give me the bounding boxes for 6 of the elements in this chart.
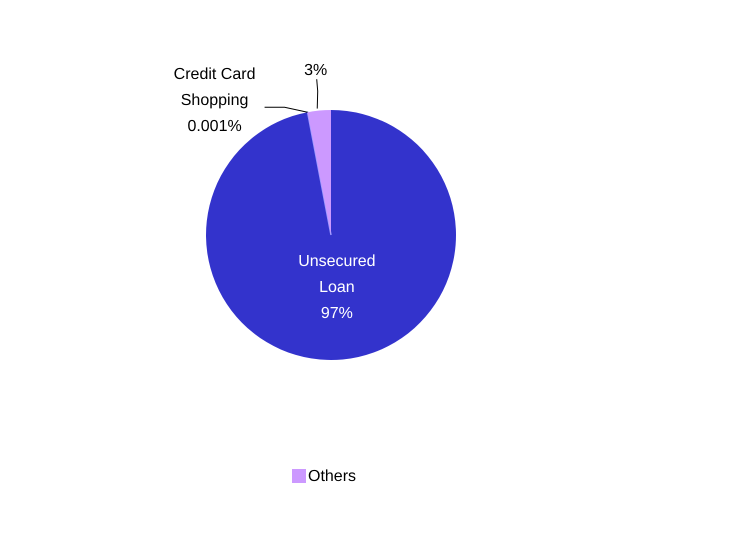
slice-label: Credit Card Shopping [174, 66, 256, 110]
data-label: 97% [320, 305, 353, 322]
data-label: 0.001% [187, 118, 242, 136]
slice-label: Unsecured Loan [298, 253, 376, 296]
legend-label: Others [308, 468, 356, 485]
data-label: 3% [304, 62, 328, 80]
